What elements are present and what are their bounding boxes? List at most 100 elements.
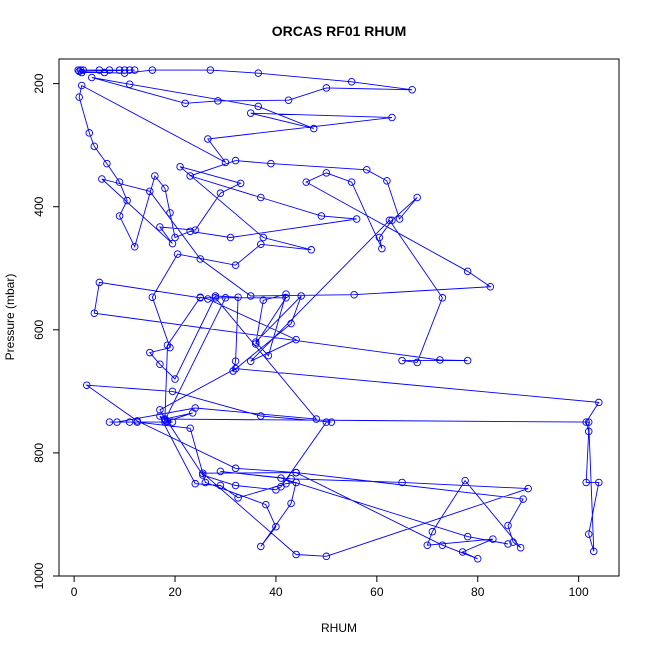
data-point (90, 142, 99, 151)
data-point (398, 478, 406, 487)
data-point (148, 293, 157, 301)
data-point (120, 69, 129, 77)
data-point (257, 240, 265, 249)
data-point (133, 417, 141, 425)
data-point (252, 340, 260, 348)
data-point (436, 356, 444, 364)
data-point (259, 233, 268, 242)
data-point (168, 387, 177, 396)
data-point (317, 212, 326, 220)
data-point (204, 135, 212, 143)
data-point (163, 417, 172, 426)
data-point (347, 78, 356, 86)
data-point (95, 278, 104, 287)
data-point (292, 550, 300, 559)
data-point (123, 196, 131, 205)
data-point (385, 216, 394, 225)
data-point (388, 113, 396, 122)
data-point (173, 250, 182, 258)
data-point (115, 212, 124, 220)
x-axis-label: RHUM (321, 621, 357, 635)
data-point (312, 415, 321, 423)
data-point (257, 193, 265, 202)
data-point (77, 68, 86, 77)
data-point (322, 552, 331, 561)
data-point (398, 356, 406, 365)
data-point (231, 357, 240, 365)
data-point (254, 102, 263, 111)
data-point (115, 178, 124, 186)
data-point (516, 543, 525, 552)
data-point (322, 169, 331, 177)
data-point (292, 468, 300, 477)
data-point (277, 483, 285, 491)
data-point (130, 242, 139, 251)
data-point (156, 360, 164, 369)
x-tick-label: 100 (569, 585, 589, 599)
data-point (252, 338, 260, 346)
data-point (458, 548, 467, 556)
data-point (77, 81, 86, 90)
data-point (204, 295, 212, 303)
data-point (146, 348, 154, 357)
data-point (196, 293, 205, 301)
data-point (504, 540, 512, 548)
data-point (413, 358, 421, 367)
data-point (206, 66, 215, 74)
x-tick-label: 20 (168, 585, 182, 599)
x-tick-label: 0 (71, 585, 78, 599)
y-tick-label: 1000 (32, 562, 46, 589)
data-point (310, 124, 318, 133)
data-point (148, 66, 157, 74)
data-point (120, 66, 129, 74)
data-point (168, 418, 177, 426)
x-tick-label: 40 (269, 585, 283, 599)
data-point (196, 255, 205, 263)
data-point (214, 97, 222, 105)
data-point (168, 239, 177, 248)
data-point (327, 418, 336, 426)
data-point (292, 335, 300, 344)
y-tick-label: 400 (32, 196, 46, 216)
data-point (231, 481, 240, 490)
series-line (78, 69, 600, 560)
data-point (231, 156, 240, 165)
data-point (347, 178, 356, 186)
y-axis-label: Pressure (mbar) (3, 274, 17, 361)
data-point (176, 162, 184, 171)
data-point (352, 215, 361, 223)
x-tick-label: 60 (370, 585, 384, 599)
y-tick-label: 200 (32, 73, 46, 93)
data-point (264, 351, 273, 360)
data-point (98, 175, 106, 183)
data-point (163, 341, 172, 349)
data-point (413, 193, 421, 202)
data-point (438, 294, 447, 302)
data-point (186, 227, 194, 236)
data-point (216, 189, 225, 197)
data-point (486, 282, 495, 291)
data-point (166, 343, 174, 352)
series-layer (74, 66, 603, 563)
x-axis: 0 20 40 60 80 100 (71, 575, 589, 599)
data-point (191, 226, 199, 234)
data-point (201, 478, 210, 487)
data-point (234, 293, 242, 301)
data-point (254, 69, 263, 77)
data-point (75, 93, 83, 101)
data-point (113, 418, 121, 426)
data-point (82, 381, 91, 389)
data-point (236, 179, 245, 188)
data-point (199, 471, 207, 479)
data-point (156, 223, 164, 231)
data-point (362, 166, 371, 174)
data-point (350, 290, 358, 299)
data-point (181, 99, 189, 108)
data-point (211, 292, 220, 300)
data-point (216, 467, 225, 476)
data-point (166, 209, 174, 217)
data-point (438, 541, 447, 549)
data-point (246, 357, 255, 365)
